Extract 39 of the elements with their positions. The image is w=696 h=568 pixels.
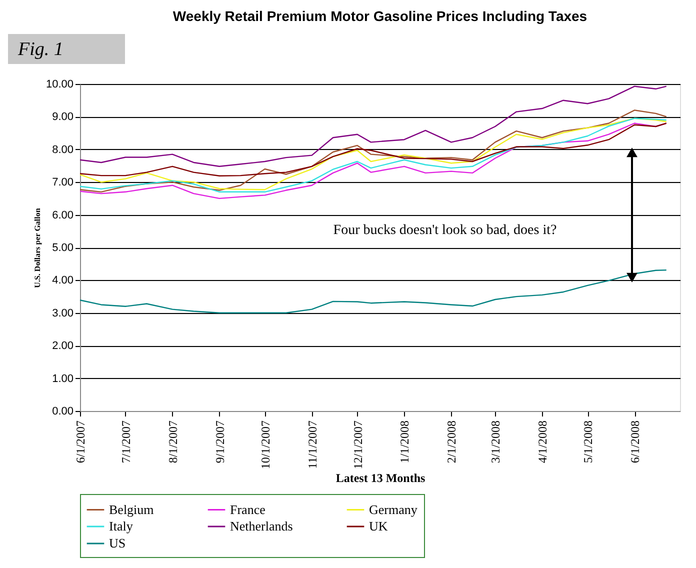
line-series [79,86,667,168]
caption: Fig. 1 [17,39,64,60]
y-tick-label: 4.00 [52,274,74,287]
y-tick-label: 2.00 [52,340,74,352]
x-tick-label: 12/1/2007 [350,420,365,470]
y-tick-label: 8.00 [52,144,74,156]
x-tick-label: 3/1/2008 [488,420,503,464]
legend-label: Italy [109,518,134,534]
legend-label: US [109,536,126,550]
y-tick-label: 6.00 [52,209,74,222]
x-tick-label: 2/1/2008 [444,420,459,464]
chart-title: Weekly Retail Premium Motor Gasoline Prices Including Taxes [172,8,588,24]
legend-label: Netherlands [230,518,293,534]
x-tick-label: 6/1/2007 [74,420,88,464]
x-tick-label: 4/1/2008 [536,420,550,464]
x-tick-label: 9/1/2007 [212,420,227,464]
x-tick-label: 6/1/2008 [628,420,642,464]
x-tick-label: 11/1/2007 [305,420,320,469]
x-axis-title: Latest 13 Months [336,471,426,486]
y-tick-label: 7.00 [52,176,74,189]
x-tick-label: 1/1/2008 [398,420,412,464]
annotation: Four bucks doesn't look so bad, does it? [333,223,557,238]
line-series [79,269,667,314]
legend-label: Germany [369,502,418,517]
x-tick-label: 8/1/2007 [166,420,180,464]
y-tick-label: 1.00 [52,372,74,385]
line-series [79,122,667,176]
y-axis-title: U.S. Dollars per Gallon [32,208,42,288]
y-tick-label: 5.00 [52,242,74,254]
x-tick-label: 7/1/2007 [118,420,133,464]
y-tick-label: 10.00 [46,78,74,90]
legend-label: Belgium [109,502,154,517]
legend-label: France [230,502,266,517]
x-tick-label: 10/1/2007 [258,420,272,470]
legend-label: UK [369,518,388,534]
y-tick-label: 3.00 [52,307,74,320]
y-tick-label: 9.00 [52,111,74,124]
x-tick-label: 5/1/2008 [581,420,596,464]
y-tick-label: 0.00 [52,406,74,418]
